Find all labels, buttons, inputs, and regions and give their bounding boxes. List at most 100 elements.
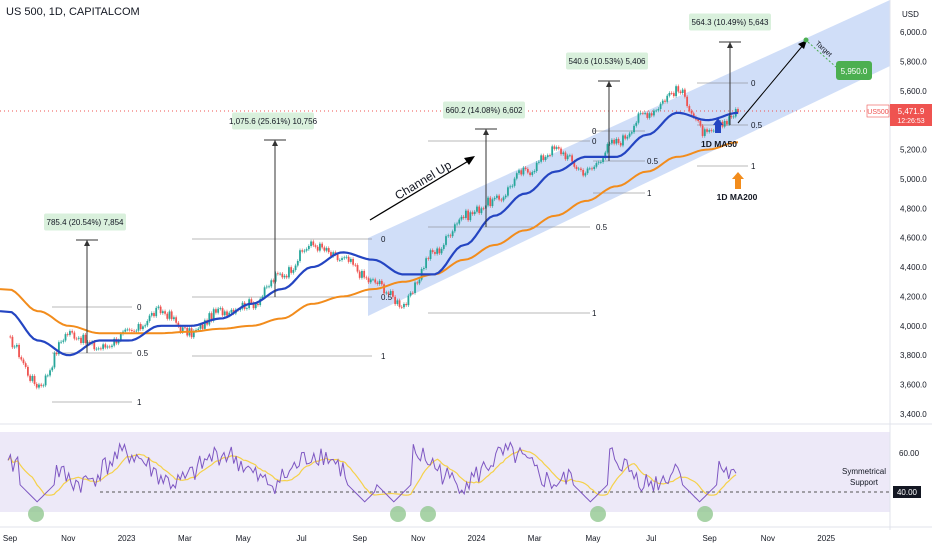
candle-body <box>378 280 381 284</box>
move-projections-group <box>76 41 741 353</box>
candle-body <box>314 245 317 247</box>
candle-body <box>199 324 202 329</box>
candle-body <box>418 279 421 284</box>
time-axis[interactable]: Sep Nov 2023 Mar May Jul Sep Nov 2024 Mar May Jul Se… <box>3 534 836 543</box>
candle-body <box>504 195 507 198</box>
candle-body <box>11 336 14 348</box>
candle-body <box>305 249 308 251</box>
target-arrow <box>737 43 805 124</box>
candle-body <box>597 162 600 164</box>
candle-body <box>431 250 434 253</box>
fib-level-label: 1 <box>381 352 386 361</box>
move-label: 564.3 (10.49%) 5,643 <box>692 18 769 27</box>
candle-body <box>84 334 87 344</box>
price-axis[interactable]: 6,000.05,800.05,600.05,400.05,200.05,000… <box>900 28 927 419</box>
candle-body <box>562 152 565 155</box>
candle-body <box>723 120 726 127</box>
candle-body <box>332 252 335 256</box>
move-label-box <box>689 13 771 31</box>
candle-body <box>192 330 195 338</box>
candle-body <box>139 324 142 330</box>
candle-body <box>535 162 538 172</box>
candle-body <box>668 92 671 96</box>
candle-body <box>49 370 51 376</box>
candle-body <box>608 143 611 145</box>
candle-body <box>557 147 560 149</box>
candle-body <box>637 113 640 123</box>
fib-level-label: 0.5 <box>381 293 393 302</box>
candle-body <box>261 296 264 299</box>
candle-body <box>655 110 658 112</box>
candle-body <box>323 247 326 251</box>
candle-body <box>630 132 633 134</box>
candle-body <box>675 86 677 97</box>
candle-body <box>316 246 319 251</box>
candle-body <box>219 308 222 309</box>
candle-body <box>336 254 339 261</box>
currency-label: USD <box>902 10 919 19</box>
price-tick-label: 4,800.0 <box>900 204 927 213</box>
price-tick-label: 5,600.0 <box>900 87 927 96</box>
candle-body <box>345 256 348 258</box>
candle-body <box>471 212 474 215</box>
candle-body <box>95 348 98 350</box>
move-label-box <box>443 101 525 119</box>
candle-body <box>507 187 509 196</box>
candle-body <box>584 173 587 176</box>
ma200-line <box>0 141 739 335</box>
candle-body <box>480 208 483 214</box>
candle-body <box>502 197 505 201</box>
candle-body <box>549 155 551 157</box>
candle-body <box>644 113 646 114</box>
candle-body <box>327 248 330 253</box>
fib-level-label: 0 <box>137 303 142 312</box>
candle-body <box>13 346 16 348</box>
candle-body <box>301 250 304 252</box>
candle-body <box>86 341 89 344</box>
candle-body <box>626 136 629 139</box>
candle-body <box>144 325 147 327</box>
candle-body <box>290 267 293 273</box>
candle-body <box>159 306 162 314</box>
time-tick-label: 2023 <box>118 534 136 543</box>
fib-level-label: 1 <box>751 162 756 171</box>
candle-body <box>51 367 54 371</box>
candle-body <box>465 210 467 218</box>
channel-up-label: Channel Up <box>392 158 454 203</box>
candle-body <box>522 167 525 175</box>
time-tick-label: 2024 <box>468 534 486 543</box>
candle-body <box>533 171 536 173</box>
move-projection-arrowhead <box>84 240 90 246</box>
candle-body <box>137 324 140 331</box>
candle-body <box>414 282 416 293</box>
candle-body <box>230 309 233 313</box>
candle-body <box>473 211 476 215</box>
candle-body <box>64 334 67 341</box>
candle-body <box>215 309 217 313</box>
candle-body <box>168 311 171 319</box>
rsi-low-marker <box>420 506 436 522</box>
chart-title: US 500, 1D, CAPITALCOM <box>6 6 140 18</box>
candle-body <box>111 345 113 347</box>
candle-body <box>453 224 456 232</box>
candle-body <box>358 271 361 278</box>
candle-body <box>128 329 131 331</box>
fib-level-label: 1 <box>137 398 142 407</box>
candle-body <box>35 383 38 388</box>
candle-body <box>538 161 540 163</box>
fib-level-label: 0.5 <box>137 349 149 358</box>
candle-body <box>212 309 215 321</box>
candle-body <box>511 185 514 187</box>
candle-body <box>526 168 529 173</box>
candle-body <box>712 130 715 132</box>
fib-level-label: 0 <box>592 137 597 146</box>
candle-body <box>288 267 290 278</box>
candle-body <box>190 328 193 338</box>
candle-body <box>690 110 693 114</box>
candle-body <box>438 248 441 254</box>
candle-body <box>389 291 392 294</box>
rsi-low-marker <box>28 506 44 522</box>
candle-body <box>500 199 503 201</box>
candle-body <box>365 277 368 279</box>
